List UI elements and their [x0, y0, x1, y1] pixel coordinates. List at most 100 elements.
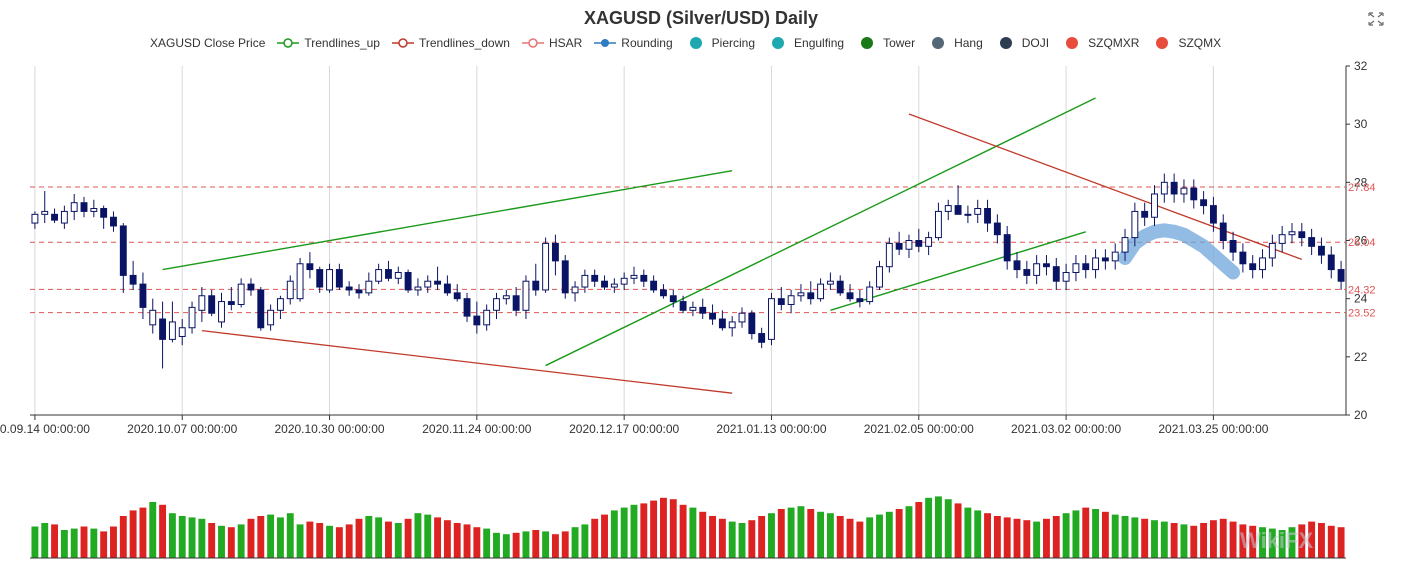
volume-bar	[689, 507, 697, 558]
candle	[345, 286, 353, 291]
candle	[119, 225, 127, 276]
trendline-up	[545, 97, 1096, 367]
volume-bar	[434, 517, 442, 558]
candle	[493, 298, 500, 311]
fullscreen-icon[interactable]	[1368, 12, 1384, 26]
legend-item[interactable]: Tower	[856, 36, 915, 50]
volume-bar	[1013, 518, 1021, 558]
legend-item[interactable]: SZQMX	[1151, 36, 1221, 50]
legend-item[interactable]: DOJI	[995, 36, 1049, 50]
trendline-down	[201, 330, 733, 394]
candle	[365, 280, 373, 294]
legend-item[interactable]: Engulfing	[767, 36, 844, 50]
candle	[1318, 245, 1325, 256]
legend-label: Engulfing	[794, 36, 845, 50]
volume-bar	[1200, 523, 1208, 558]
hsar-label: 24.32	[1348, 284, 1376, 296]
x-tick-label: 2020.09.14 00:00:00	[0, 422, 90, 436]
candle	[542, 242, 550, 291]
volume-bar	[1033, 521, 1041, 558]
volume-bar	[149, 502, 157, 558]
candle	[286, 280, 294, 300]
volume-bar	[650, 500, 658, 558]
x-tick-label: 2021.03.25 00:00:00	[1158, 422, 1268, 436]
candle	[41, 210, 49, 215]
volume-bar	[51, 524, 58, 558]
volume-bar	[522, 531, 530, 558]
candle	[267, 309, 275, 326]
volume-bar	[257, 516, 265, 558]
volume-bar	[385, 521, 392, 558]
legend-symbol-icon	[1156, 37, 1169, 49]
y-tick-label: 32	[1354, 59, 1368, 73]
candle	[768, 298, 775, 340]
volume-bar	[817, 511, 825, 558]
volume-bar	[1160, 521, 1168, 558]
candle	[512, 295, 520, 311]
candle	[777, 298, 785, 305]
legend-item[interactable]: SZQMXR	[1061, 36, 1139, 50]
legend-label: Trendlines_down	[418, 36, 510, 50]
candle	[1052, 266, 1060, 282]
volume-bar	[414, 513, 422, 558]
volume-bar	[1043, 518, 1050, 558]
chart-title: XAGUSD (Silver/USD) Daily	[583, 8, 819, 28]
legend-item[interactable]: Trendlines_up	[277, 36, 380, 50]
volume-bar	[758, 516, 766, 558]
candle	[1111, 251, 1119, 262]
legend-label: Hang	[954, 36, 983, 50]
volume-bar	[964, 507, 972, 558]
candle	[208, 295, 216, 314]
volume-bar	[355, 518, 363, 558]
volume-bar	[934, 496, 942, 558]
candle	[316, 269, 324, 288]
volume-bar	[718, 518, 726, 558]
volume-bar	[129, 510, 137, 558]
candle	[1170, 181, 1178, 195]
legend-symbol-icon	[861, 37, 874, 49]
candle	[895, 242, 903, 250]
candle	[443, 283, 451, 294]
rounding-pattern	[1118, 223, 1241, 280]
volume-bar	[856, 521, 864, 558]
legend-item[interactable]: Hang	[927, 36, 983, 50]
candle	[1003, 234, 1011, 262]
hsar-label: 27.84	[1348, 182, 1376, 194]
volume-bar	[993, 516, 1001, 558]
volume-bar	[198, 518, 206, 558]
legend-symbol-icon	[999, 37, 1012, 49]
candle	[70, 202, 78, 212]
volume-bar	[60, 530, 68, 558]
candle	[414, 286, 422, 291]
watermark-logo: WikiFX	[1240, 528, 1314, 553]
volume-bar	[748, 520, 756, 558]
x-tick-label: 2020.12.17 00:00:00	[569, 422, 679, 436]
legend-item[interactable]: Trendlines_down	[391, 36, 510, 50]
candle	[807, 292, 815, 300]
volume-bar	[502, 534, 510, 558]
y-tick-label: 24	[1354, 292, 1368, 306]
legend-item[interactable]: Piercing	[685, 36, 755, 50]
volume-bar	[571, 527, 579, 558]
candle	[689, 306, 697, 311]
candle	[1121, 237, 1129, 253]
volume-bar	[807, 509, 815, 558]
volume-bar	[483, 528, 491, 558]
legend-item[interactable]: HSAR	[521, 36, 582, 50]
candle	[227, 301, 235, 305]
candle	[610, 283, 618, 288]
candle	[483, 309, 491, 326]
legend-item[interactable]: Rounding	[594, 36, 673, 50]
candle	[1278, 234, 1286, 244]
legend-item[interactable]: XAGUSD Close Price	[150, 36, 265, 50]
volume-bar	[31, 526, 39, 558]
x-tick-label: 2020.10.07 00:00:00	[127, 422, 237, 436]
candle	[944, 205, 952, 212]
volume-bar	[944, 499, 952, 558]
candle	[699, 306, 707, 314]
volume-bar	[1249, 525, 1257, 558]
candle	[591, 274, 599, 282]
candle	[1141, 210, 1149, 218]
candle	[159, 318, 167, 340]
